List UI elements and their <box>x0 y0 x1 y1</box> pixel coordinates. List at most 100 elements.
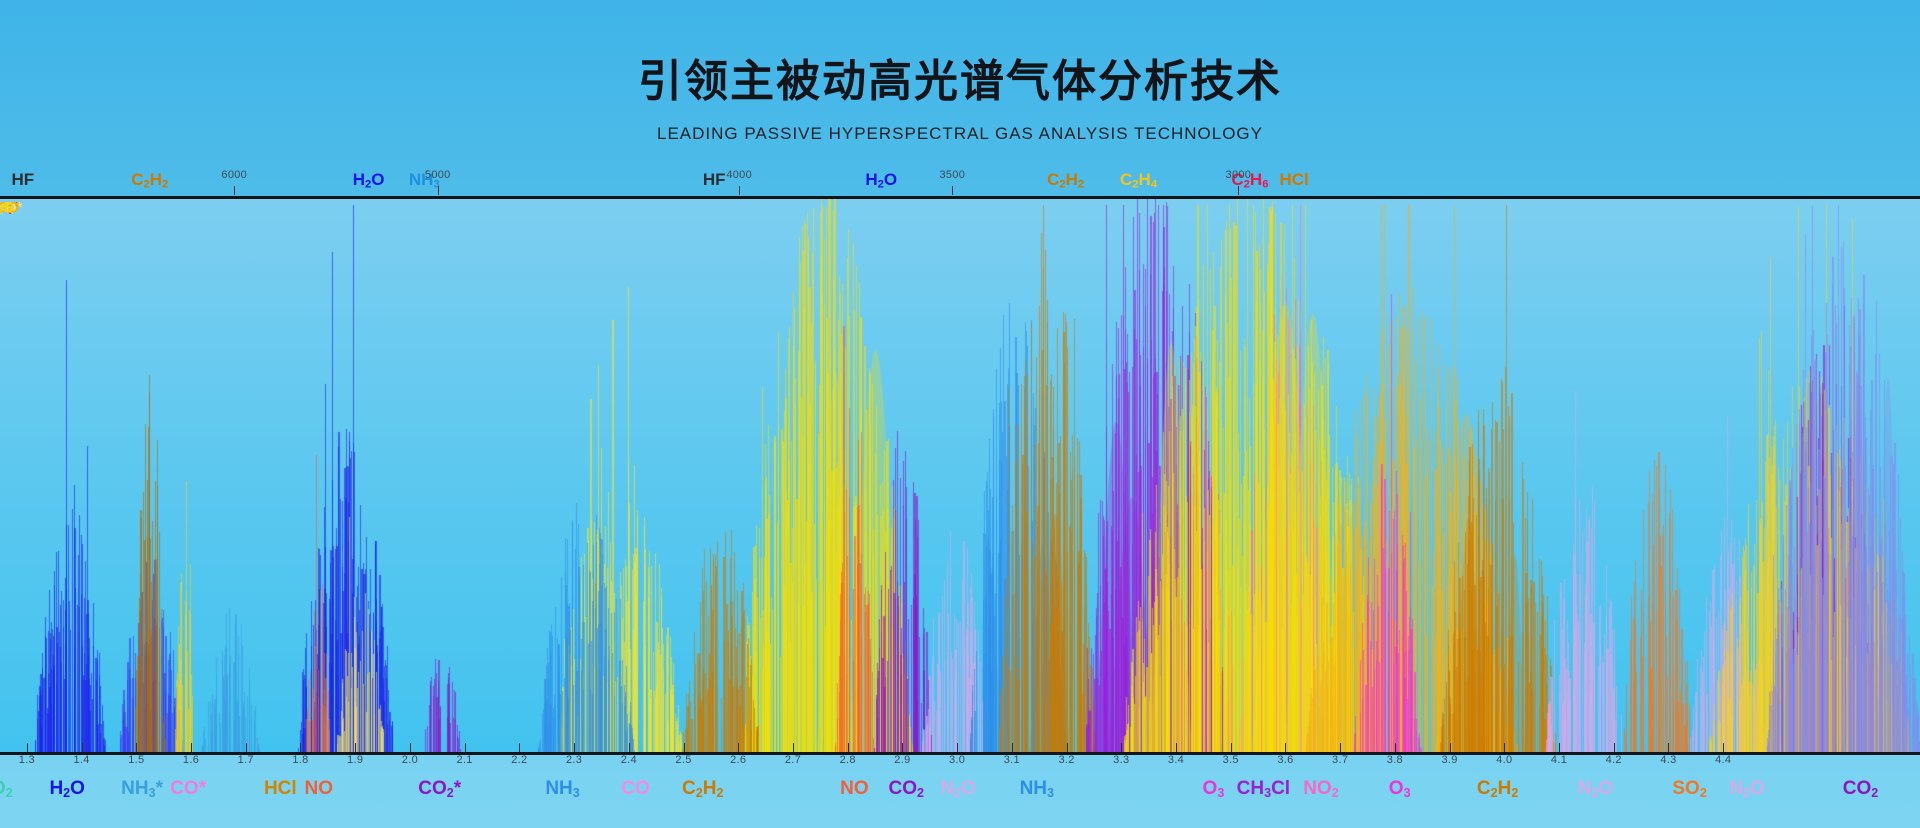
species-label-bottom-no2: NO2 <box>1303 778 1339 800</box>
tick-label: 1.4 <box>73 754 90 766</box>
species-label-h2s: H2S <box>0 199 14 217</box>
tick-mark <box>1340 743 1342 752</box>
tick-label: 4.4 <box>1715 754 1732 766</box>
tick-label: 2.4 <box>620 754 637 766</box>
tick-label: 4.2 <box>1605 754 1622 766</box>
tick-label: 3000 <box>1225 169 1252 181</box>
tick-mark <box>409 743 411 752</box>
tick-label: 3.7 <box>1332 754 1349 766</box>
species-label-h2co: H2CO* <box>0 199 23 216</box>
tick-label: 3.1 <box>1003 754 1020 766</box>
tick-mark <box>464 743 466 752</box>
species-label-bottom-no: NO <box>304 778 333 799</box>
tick-mark <box>574 743 576 752</box>
tick-label: 1.3 <box>18 754 35 766</box>
tick-mark <box>355 743 357 752</box>
tick-mark <box>1613 743 1615 752</box>
tick-mark <box>191 743 193 752</box>
tick-label: 2.2 <box>511 754 528 766</box>
tick-label: 3.3 <box>1113 754 1130 766</box>
species-label-top-c2h2: C2H2 <box>1047 170 1085 191</box>
page-header: 引领主被动高光谱气体分析技术 LEADING PASSIVE HYPERSPEC… <box>0 0 1920 196</box>
page-subtitle: LEADING PASSIVE HYPERSPECTRAL GAS ANALYS… <box>657 124 1263 144</box>
species-label-ch4: CH4 <box>0 199 14 218</box>
spectral-plot: CH4C2H4*C2H6*H2S*H2CO*CH4H2SCH4H2COH2SH2… <box>0 196 1920 755</box>
species-label-bottom-hcl: HCl <box>263 778 297 799</box>
tick-label: 3.5 <box>1222 754 1239 766</box>
page-title: 引领主被动高光谱气体分析技术 <box>638 57 1282 106</box>
species-label-h2s: H2S <box>0 199 14 217</box>
tick-mark <box>1504 743 1506 752</box>
species-label-h2s: H2S <box>0 199 14 217</box>
tick-mark <box>1176 743 1177 752</box>
species-label-bottom-nh3: NH3 <box>1019 778 1055 800</box>
species-label-top-nh3: NH3 <box>408 170 440 191</box>
tick-mark <box>1121 743 1123 752</box>
species-label-bottom-ch3cl: CH3Cl <box>1236 778 1291 800</box>
species-label-ch4: CH4 <box>0 199 14 218</box>
species-label-bottom-co2: CO2* <box>418 778 462 800</box>
tick-label: 3.2 <box>1058 754 1075 766</box>
tick-label: 3500 <box>939 169 966 181</box>
tick-label: 2.6 <box>730 754 747 766</box>
species-label-top-hf: HF <box>702 170 726 189</box>
species-label-bottom-h2o: H2O <box>49 778 85 800</box>
tick-mark <box>234 186 236 195</box>
tick-mark <box>1559 743 1561 752</box>
species-label-top-hcl: HCl <box>1279 170 1309 189</box>
species-label-bottom-n2o: N2O <box>1729 778 1765 800</box>
tick-label: 3.8 <box>1386 754 1403 766</box>
tick-label: 6000 <box>221 169 248 181</box>
species-label-c2h4: C2H4* <box>0 199 20 218</box>
species-label-top-c2h4: C2H4 <box>1120 170 1158 191</box>
species-label-top-h2o: H2O <box>352 170 385 191</box>
tick-mark <box>1238 186 1240 195</box>
tick-mark <box>902 743 904 752</box>
tick-mark <box>81 743 83 752</box>
tick-label: 3.0 <box>949 754 966 766</box>
species-label-c2h6: C2H6* <box>0 199 20 218</box>
tick-label: 5000 <box>424 169 451 181</box>
tick-label: 3.9 <box>1441 754 1458 766</box>
species-label-bottom-co: CO* <box>170 778 207 799</box>
tick-mark <box>1668 743 1670 752</box>
tick-label: 2.0 <box>401 754 419 766</box>
species-label-bottom-c2h2: C2H2 <box>1476 778 1519 800</box>
species-label-bottom-co2: CO2 <box>888 778 924 800</box>
tick-mark <box>1066 743 1068 752</box>
tick-label: 4000 <box>726 169 753 181</box>
tick-mark <box>957 743 959 752</box>
species-label-top-hf: HF <box>11 170 35 189</box>
tick-mark <box>738 743 740 752</box>
tick-label: 1.8 <box>292 754 309 766</box>
tick-label: 1.6 <box>182 754 200 766</box>
tick-label: 3.4 <box>1167 754 1185 766</box>
spectra-canvas <box>0 199 1920 752</box>
tick-mark <box>1394 743 1396 752</box>
tick-label: 3.6 <box>1277 754 1294 766</box>
species-label-bottom-so2: SO2 <box>1672 778 1707 800</box>
tick-mark <box>1723 743 1725 752</box>
species-label-top-h2o: H2O <box>865 170 898 191</box>
tick-mark <box>847 743 849 752</box>
species-label-bottom-o3: O3 <box>1202 778 1225 800</box>
tick-label: 4.1 <box>1550 754 1568 766</box>
tick-label: 1.7 <box>237 754 254 766</box>
species-label-bottom-c2h2: C2H2 <box>682 778 724 800</box>
tick-mark <box>245 743 247 752</box>
tick-mark <box>519 743 521 752</box>
tick-label: 2.5 <box>675 754 692 766</box>
species-label-bottom-nh3: NH3* <box>121 778 163 800</box>
tick-mark <box>1230 743 1232 752</box>
species-label-bottom-n2o: N2O <box>1577 778 1614 800</box>
tick-label: 2.7 <box>784 754 802 766</box>
tick-mark <box>792 743 794 752</box>
tick-label: 2.3 <box>565 754 583 766</box>
tick-mark <box>628 743 630 752</box>
species-label-bottom-nh3: NH3 <box>545 778 580 800</box>
species-label-bottom-o3: O3 <box>1388 778 1411 800</box>
species-label-ch4: CH4 <box>0 199 14 218</box>
tick-label: 2.9 <box>894 754 911 766</box>
species-label-bottom-co2: CO2 <box>1842 778 1879 800</box>
species-label-h2s: H2S* <box>0 199 17 217</box>
